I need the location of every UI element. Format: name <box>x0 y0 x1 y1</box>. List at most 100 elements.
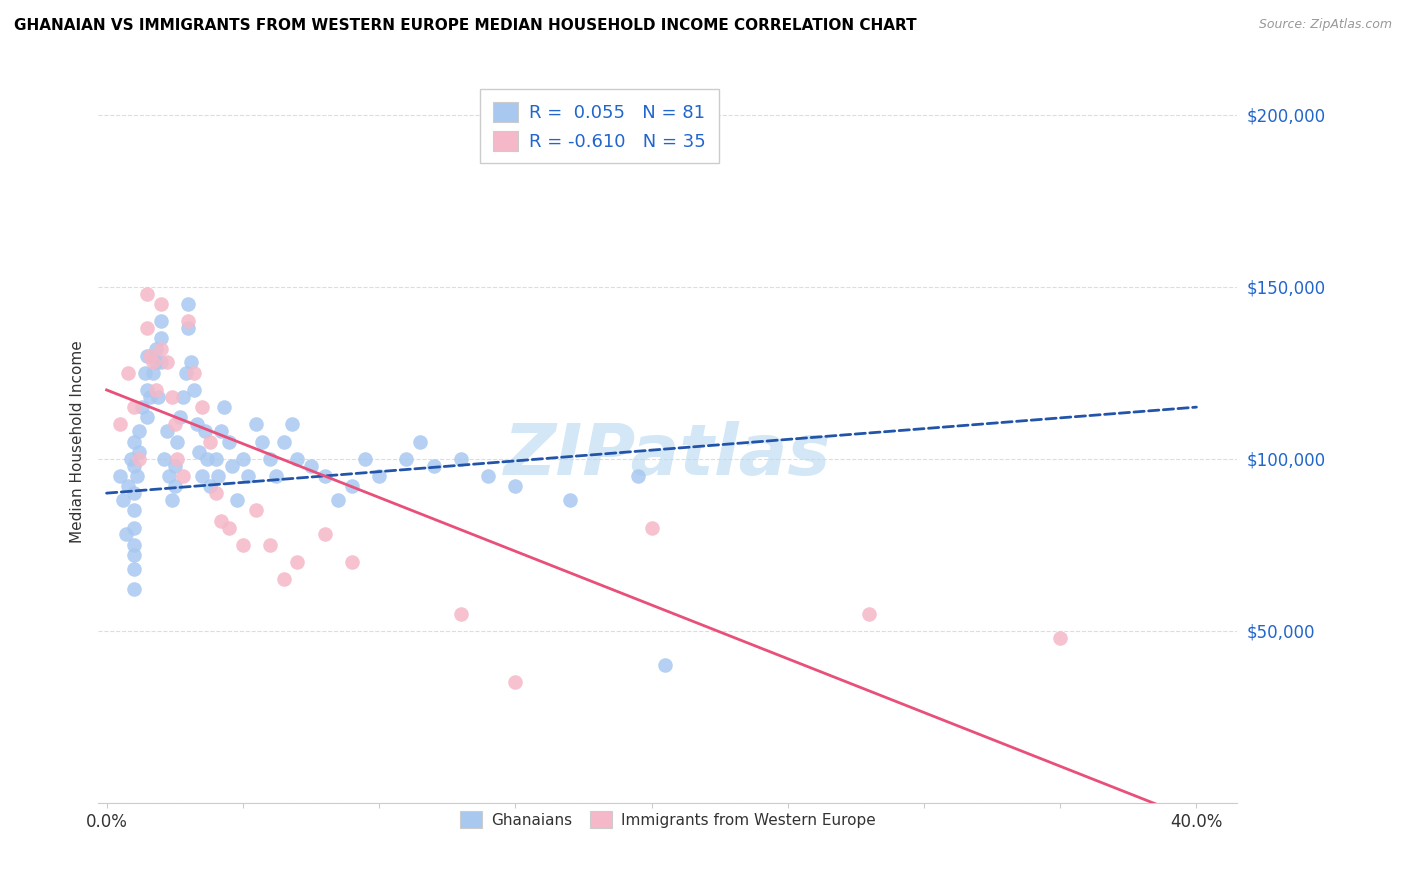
Point <box>368 469 391 483</box>
Point <box>558 493 581 508</box>
Point <box>209 424 232 438</box>
Point <box>314 527 336 541</box>
Text: ZIPatlas: ZIPatlas <box>505 422 831 491</box>
Point <box>120 451 142 466</box>
Point <box>259 538 281 552</box>
Point <box>503 675 526 690</box>
Point <box>409 434 432 449</box>
Point <box>150 314 173 328</box>
Point <box>163 458 186 473</box>
Point <box>245 417 267 432</box>
Point <box>166 434 188 449</box>
Point <box>177 321 200 335</box>
Point <box>207 469 229 483</box>
Point <box>160 390 183 404</box>
Point <box>245 503 267 517</box>
Point <box>328 493 350 508</box>
Point <box>128 445 150 459</box>
Point <box>160 493 183 508</box>
Point <box>150 297 173 311</box>
Point <box>191 400 214 414</box>
Point <box>654 658 676 673</box>
Point <box>174 366 197 380</box>
Point <box>122 400 145 414</box>
Point <box>194 424 217 438</box>
Point <box>218 520 240 534</box>
Point <box>450 607 472 621</box>
Point <box>221 458 243 473</box>
Point <box>128 451 150 466</box>
Point <box>177 297 200 311</box>
Point <box>157 469 180 483</box>
Point <box>340 555 363 569</box>
Point <box>122 486 145 500</box>
Point <box>136 321 159 335</box>
Point <box>114 527 136 541</box>
Point <box>212 400 235 414</box>
Point <box>117 479 139 493</box>
Point <box>285 451 308 466</box>
Point <box>273 572 295 586</box>
Point <box>142 366 165 380</box>
Point <box>198 479 221 493</box>
Point <box>169 410 191 425</box>
Point <box>153 451 176 466</box>
Point <box>1049 631 1071 645</box>
Point <box>128 424 150 438</box>
Point <box>150 331 173 345</box>
Point <box>232 451 254 466</box>
Point <box>136 410 159 425</box>
Point <box>139 390 162 404</box>
Point <box>131 400 153 414</box>
Point <box>226 493 249 508</box>
Point <box>136 383 159 397</box>
Point <box>145 355 167 369</box>
Point <box>250 434 273 449</box>
Point <box>155 424 177 438</box>
Point <box>155 355 177 369</box>
Point <box>281 417 304 432</box>
Point <box>183 366 205 380</box>
Point <box>264 469 287 483</box>
Point <box>450 451 472 466</box>
Point <box>183 383 205 397</box>
Point <box>110 417 132 432</box>
Point <box>232 538 254 552</box>
Point <box>191 469 214 483</box>
Point <box>122 434 145 449</box>
Point <box>354 451 377 466</box>
Point <box>136 286 159 301</box>
Point <box>177 314 200 328</box>
Point <box>340 479 363 493</box>
Point <box>142 355 165 369</box>
Point <box>150 342 173 356</box>
Point <box>172 390 194 404</box>
Point <box>858 607 880 621</box>
Text: Source: ZipAtlas.com: Source: ZipAtlas.com <box>1258 18 1392 31</box>
Point <box>299 458 322 473</box>
Point <box>111 493 134 508</box>
Point <box>145 342 167 356</box>
Point <box>477 469 499 483</box>
Point <box>122 562 145 576</box>
Point <box>218 434 240 449</box>
Text: GHANAIAN VS IMMIGRANTS FROM WESTERN EUROPE MEDIAN HOUSEHOLD INCOME CORRELATION C: GHANAIAN VS IMMIGRANTS FROM WESTERN EURO… <box>14 18 917 33</box>
Y-axis label: Median Household Income: Median Household Income <box>69 340 84 543</box>
Point <box>166 451 188 466</box>
Point <box>314 469 336 483</box>
Point <box>163 417 186 432</box>
Point <box>122 503 145 517</box>
Point <box>125 469 148 483</box>
Point <box>204 451 226 466</box>
Point <box>640 520 662 534</box>
Point <box>285 555 308 569</box>
Point <box>209 514 232 528</box>
Point <box>503 479 526 493</box>
Point <box>122 458 145 473</box>
Point <box>136 349 159 363</box>
Point <box>122 520 145 534</box>
Point <box>186 417 208 432</box>
Point <box>122 582 145 597</box>
Point <box>259 451 281 466</box>
Point <box>627 469 650 483</box>
